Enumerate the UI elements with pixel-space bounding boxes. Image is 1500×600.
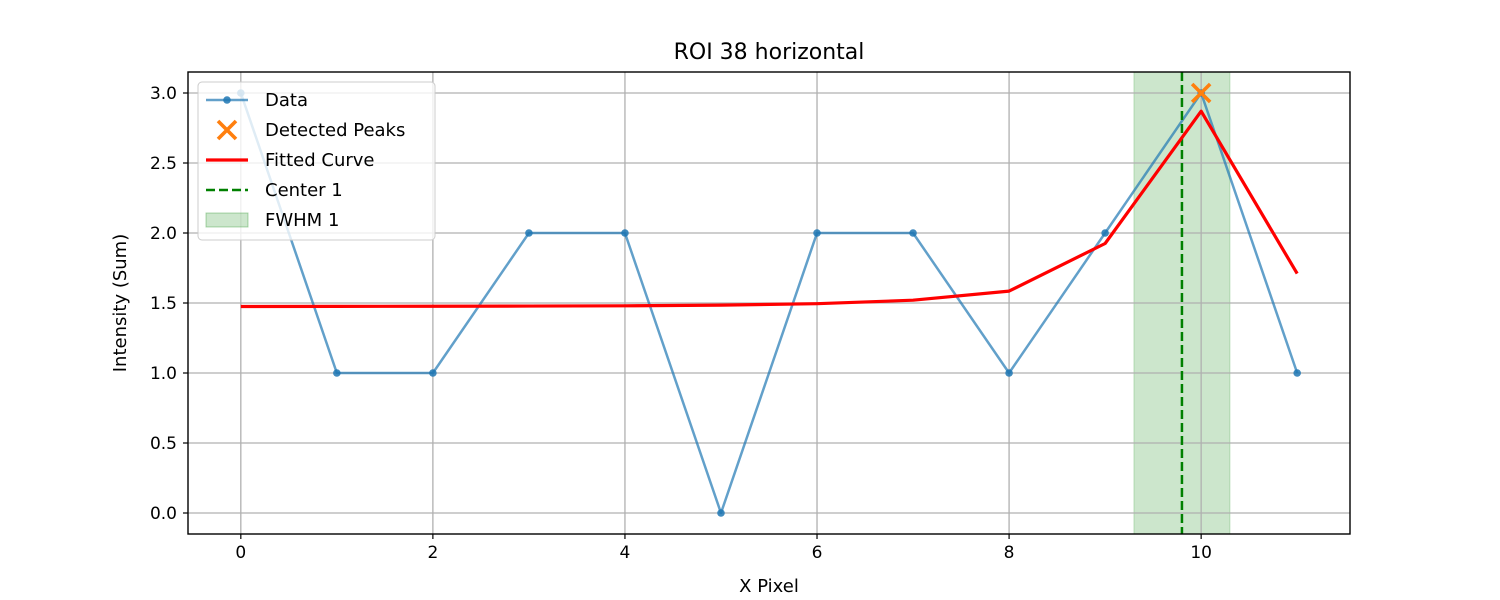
y-tick-label: 3.0 bbox=[150, 84, 177, 104]
chart-title: ROI 38 horizontal bbox=[674, 40, 865, 65]
data-point bbox=[1101, 229, 1109, 237]
legend-label: FWHM 1 bbox=[265, 210, 339, 231]
y-tick-label: 2.0 bbox=[150, 224, 177, 244]
legend-label: Detected Peaks bbox=[265, 120, 405, 141]
data-point bbox=[813, 229, 821, 237]
y-tick-label: 0.5 bbox=[150, 434, 177, 454]
y-tick-label: 1.0 bbox=[150, 364, 177, 384]
legend-label: Data bbox=[265, 90, 308, 111]
legend-box bbox=[197, 81, 436, 241]
x-tick-label: 2 bbox=[427, 543, 438, 563]
x-tick-label: 6 bbox=[812, 543, 823, 563]
data-point bbox=[909, 229, 917, 237]
fitted-curve-line bbox=[240, 109, 1299, 309]
x-tick-label: 10 bbox=[1190, 543, 1212, 563]
x-tick-label: 0 bbox=[235, 543, 246, 563]
data-point bbox=[1293, 369, 1301, 377]
data-point bbox=[525, 229, 533, 237]
data-point bbox=[1005, 369, 1013, 377]
chart-legend: Data Detected Peaks Fitted Curve Center 1 FW… bbox=[197, 81, 436, 241]
legend-label: Center 1 bbox=[265, 180, 343, 201]
peak-marker bbox=[1190, 82, 1212, 104]
y-axis-label: Intensity (Sum) bbox=[110, 234, 131, 372]
data-point bbox=[621, 229, 629, 237]
legend-handle-peaks bbox=[216, 119, 238, 141]
data-point bbox=[717, 509, 725, 517]
y-tick-label: 0.0 bbox=[150, 504, 177, 524]
tick-layer: 0 2 4 6 8 10 0.0 0.5 1.0 1.5 2.0 2.5 3.0 bbox=[150, 84, 1212, 563]
y-tick-label: 2.5 bbox=[150, 154, 177, 174]
x-tick-label: 8 bbox=[1004, 543, 1015, 563]
x-axis-label: X Pixel bbox=[739, 576, 799, 597]
legend-handle-fwhm bbox=[205, 212, 249, 228]
y-tick-label: 1.5 bbox=[150, 294, 177, 314]
legend-label: Fitted Curve bbox=[265, 150, 375, 171]
x-tick-label: 4 bbox=[620, 543, 631, 563]
data-point bbox=[333, 369, 341, 377]
legend-handle-data-marker bbox=[223, 96, 231, 104]
data-point bbox=[429, 369, 437, 377]
data-series-line bbox=[239, 91, 1299, 515]
